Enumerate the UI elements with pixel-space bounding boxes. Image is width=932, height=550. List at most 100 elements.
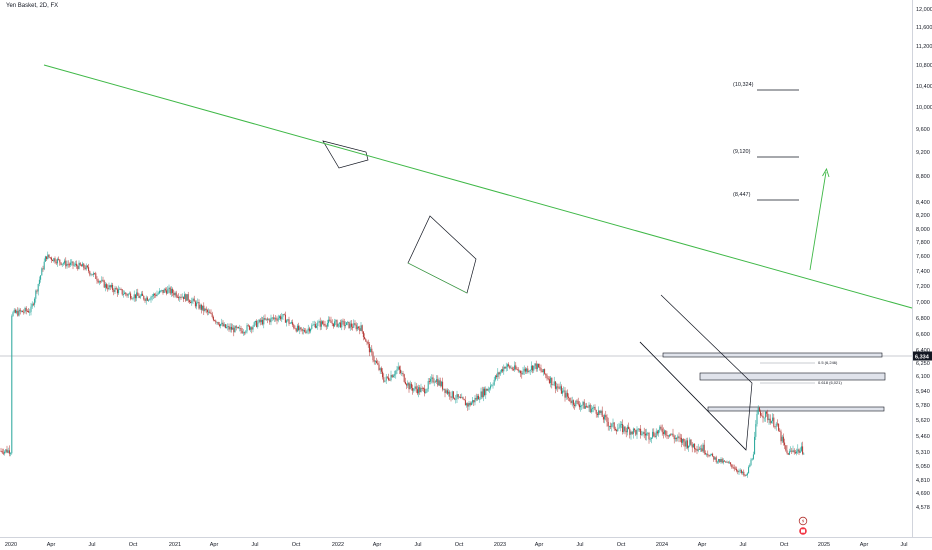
x-tick-label: Oct — [455, 542, 464, 548]
candle-body — [394, 374, 396, 376]
candle-body — [613, 422, 615, 429]
candle-body — [313, 324, 315, 325]
candle-body — [474, 397, 476, 403]
candle-body — [644, 433, 646, 436]
candle-body — [329, 319, 331, 321]
candle-body — [325, 325, 327, 327]
candle-body — [625, 430, 627, 433]
candle-body — [190, 302, 192, 304]
candle-body — [587, 406, 589, 408]
candle-body — [180, 296, 182, 298]
candle-body — [178, 297, 180, 299]
x-tick-label: Apr — [860, 542, 869, 548]
candle-body — [44, 256, 46, 262]
candle-body — [659, 426, 661, 431]
candle-body — [258, 319, 260, 323]
candle-body — [508, 364, 510, 366]
event-icons[interactable] — [798, 516, 808, 535]
candle-body — [624, 426, 626, 431]
candle-body — [726, 461, 728, 463]
candle-body — [264, 318, 266, 320]
candle-body — [677, 436, 679, 439]
candle-body — [632, 428, 634, 434]
candle-body — [391, 374, 393, 378]
candle-body — [377, 363, 379, 365]
y-tick-label: 8,400 — [916, 200, 930, 206]
candle-body — [150, 296, 152, 300]
support-zone[interactable] — [699, 372, 886, 381]
candle-body — [758, 407, 760, 412]
candle-body — [395, 370, 397, 375]
candle-body — [674, 437, 676, 440]
candle-body — [780, 431, 782, 442]
candle-body — [356, 326, 358, 330]
candle-body — [340, 322, 342, 328]
candle-body — [262, 319, 264, 325]
candle-body — [433, 381, 435, 383]
candle-body — [749, 464, 751, 468]
candle-body — [350, 323, 352, 327]
candle-body — [281, 316, 283, 320]
candle-body — [479, 399, 481, 400]
candle-body — [553, 381, 555, 385]
candle-body — [581, 405, 583, 406]
candle-body — [750, 459, 752, 465]
candle-body — [536, 363, 538, 370]
y-tick-label: 5,940 — [916, 389, 930, 395]
candle-body — [116, 289, 118, 294]
candle-body — [32, 303, 34, 305]
candle-body — [320, 321, 322, 327]
candle-body — [432, 377, 434, 383]
candle-body — [532, 365, 534, 371]
candle-body — [115, 287, 117, 290]
candle-body — [412, 387, 414, 391]
x-tick-label: 2023 — [494, 542, 506, 548]
candle-body — [515, 365, 517, 370]
wedge-pattern-2022 — [407, 215, 477, 294]
candle-body — [556, 386, 558, 389]
candle-body — [618, 427, 620, 429]
candle-body — [328, 319, 330, 324]
support-zones[interactable] — [662, 352, 886, 412]
falling-wedge-lower-line — [639, 341, 747, 451]
candle-body — [647, 432, 649, 434]
candle-body — [68, 264, 70, 266]
candle-body — [290, 322, 292, 324]
candle-body — [736, 468, 738, 471]
candle-body — [194, 301, 196, 307]
candle-body — [372, 352, 374, 361]
candle-body — [205, 308, 207, 311]
candle-body — [652, 431, 654, 438]
candle-body — [60, 262, 62, 265]
candle-body — [371, 348, 373, 353]
candle-body — [648, 432, 650, 440]
candle-body — [226, 327, 228, 328]
candle-body — [732, 466, 734, 468]
candle-body — [206, 310, 208, 313]
candle-body — [452, 391, 454, 399]
candle-body — [506, 364, 508, 367]
candle-body — [230, 326, 232, 330]
candle-body — [334, 321, 336, 327]
candle-body — [337, 323, 339, 327]
candle-body — [184, 294, 186, 300]
y-tick-label: 10,400 — [916, 84, 932, 90]
candle-body — [600, 410, 602, 414]
candle-body — [343, 321, 345, 327]
candle-body — [518, 370, 520, 372]
candle-body — [724, 460, 726, 462]
candle-body — [234, 326, 236, 333]
candle-body — [102, 279, 104, 281]
wedge-lower-line — [407, 262, 468, 294]
candle-body — [701, 448, 703, 452]
y-tick-label: 4,810 — [916, 478, 930, 484]
candle-body — [204, 308, 206, 312]
candle-body — [24, 307, 26, 313]
candle-body — [396, 369, 398, 371]
support-zone[interactable] — [707, 406, 885, 412]
candle-body — [694, 443, 696, 450]
support-zone[interactable] — [662, 352, 883, 358]
candle-body — [704, 453, 706, 455]
